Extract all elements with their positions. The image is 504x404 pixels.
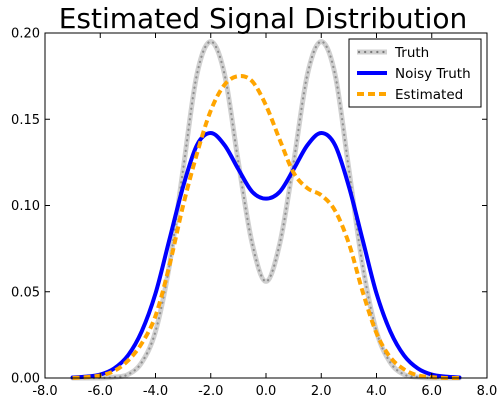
x-tick-label: 8.0	[477, 384, 498, 399]
x-tick-label: -8.0	[32, 384, 57, 399]
x-tick-label: -6.0	[88, 384, 113, 399]
series-truth	[70, 39, 462, 381]
x-tick-label: 0.0	[256, 384, 277, 399]
x-tick-label: 2.0	[311, 384, 332, 399]
legend-item-truth: Truth	[357, 45, 429, 61]
y-tick-label: 0.20	[11, 27, 40, 42]
x-tick-label: 6.0	[421, 384, 442, 399]
series-line-noisy-truth	[70, 131, 462, 380]
x-tick-label: -2.0	[198, 384, 223, 399]
series-estimated	[72, 73, 460, 381]
x-tick-label: 4.0	[366, 384, 387, 399]
series-noisy-truth	[70, 131, 462, 380]
chart-title: Estimated Signal Distribution	[59, 2, 468, 35]
series-layer	[70, 39, 462, 381]
y-tick-label: 0.10	[11, 199, 40, 214]
series-markers-truth	[71, 40, 461, 380]
y-tick-label: 0.05	[11, 285, 40, 300]
legend-label: Estimated	[395, 87, 463, 103]
legend-label: Noisy Truth	[395, 66, 471, 82]
y-tick-label: 0.15	[11, 113, 40, 128]
legend-item-estimated: Estimated	[357, 87, 463, 103]
y-tick-label: 0.00	[11, 372, 40, 387]
legend-item-noisy-truth: Noisy Truth	[357, 66, 471, 82]
x-tick-label: -4.0	[143, 384, 168, 399]
legend-label: Truth	[394, 45, 429, 61]
legend: Truth Noisy Truth Estimated	[348, 38, 482, 108]
ticks-layer: -8.0 -6.0 -4.0 -2.0 0.0 2.0 4.0 6.0 8.0 0.00 0.05 0…	[11, 27, 497, 400]
series-line-estimated	[72, 73, 460, 381]
